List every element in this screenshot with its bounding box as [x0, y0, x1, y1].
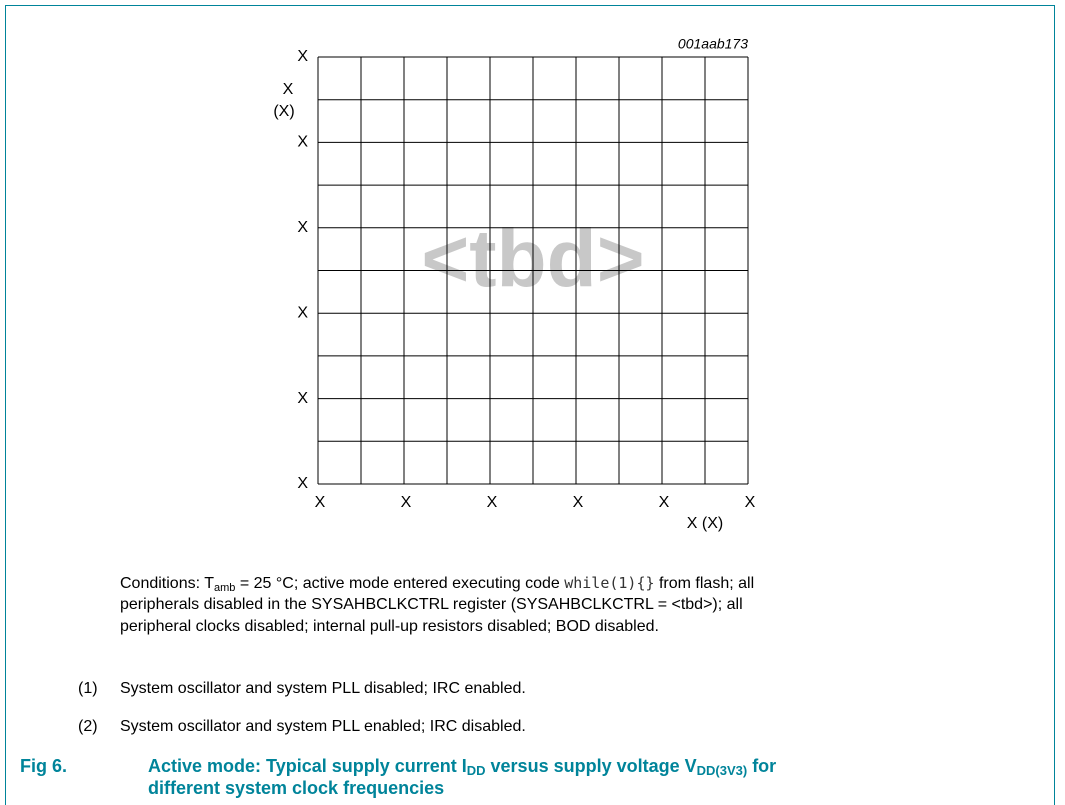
text-run: different system clock frequencies: [148, 778, 445, 798]
figure-frame: [5, 5, 1055, 805]
text-run: peripheral clocks disabled; internal pul…: [120, 618, 659, 635]
note-marker: (1): [78, 680, 98, 697]
x-tick-label: X: [745, 494, 756, 511]
text-run: = 25 °C; active mode entered executing c…: [235, 575, 565, 592]
drawing-id: 001aab173: [678, 36, 748, 52]
caption-line: Active mode: Typical supply current IDD …: [148, 755, 776, 777]
subscript: DD(3V3): [696, 763, 748, 778]
code: while(1){}: [564, 574, 655, 592]
subscript: amb: [213, 582, 236, 594]
y-axis-label: X: [283, 81, 294, 98]
text-run: versus supply voltage V: [485, 756, 697, 776]
x-tick-label: X: [659, 494, 670, 511]
note-text: System oscillator and system PLL enabled…: [120, 718, 526, 735]
y-tick-label: X: [297, 304, 308, 321]
caption-line: different system clock frequencies: [148, 777, 444, 799]
text-run: from flash; all: [654, 575, 755, 592]
y-tick-label: X: [297, 219, 308, 236]
subscript: DD: [466, 763, 486, 778]
text-run: peripherals disabled in the SYSAHBCLKCTR…: [120, 596, 743, 613]
x-axis-label: X (X): [687, 515, 723, 532]
conditions-line: peripherals disabled in the SYSAHBCLKCTR…: [120, 595, 743, 615]
x-tick-label: X: [573, 494, 584, 511]
y-tick-label: X: [297, 475, 308, 492]
conditions-line: Conditions: Tamb = 25 °C; active mode en…: [120, 573, 754, 594]
x-tick-label: X: [487, 494, 498, 511]
text-run: Conditions: T: [120, 575, 214, 592]
caption-number: Fig 6.: [20, 756, 68, 776]
y-tick-label: X: [297, 134, 308, 151]
note-marker: (2): [78, 718, 98, 735]
text-run: for: [747, 756, 777, 776]
y-axis-unit: (X): [273, 103, 294, 120]
note-text: System oscillator and system PLL disable…: [120, 680, 526, 697]
y-tick-label: X: [297, 390, 308, 407]
y-tick-label: X: [297, 48, 308, 65]
x-tick-label: X: [315, 494, 326, 511]
conditions-line: peripheral clocks disabled; internal pul…: [120, 617, 659, 637]
x-tick-label: X: [401, 494, 412, 511]
text-run: Active mode: Typical supply current I: [148, 756, 467, 776]
